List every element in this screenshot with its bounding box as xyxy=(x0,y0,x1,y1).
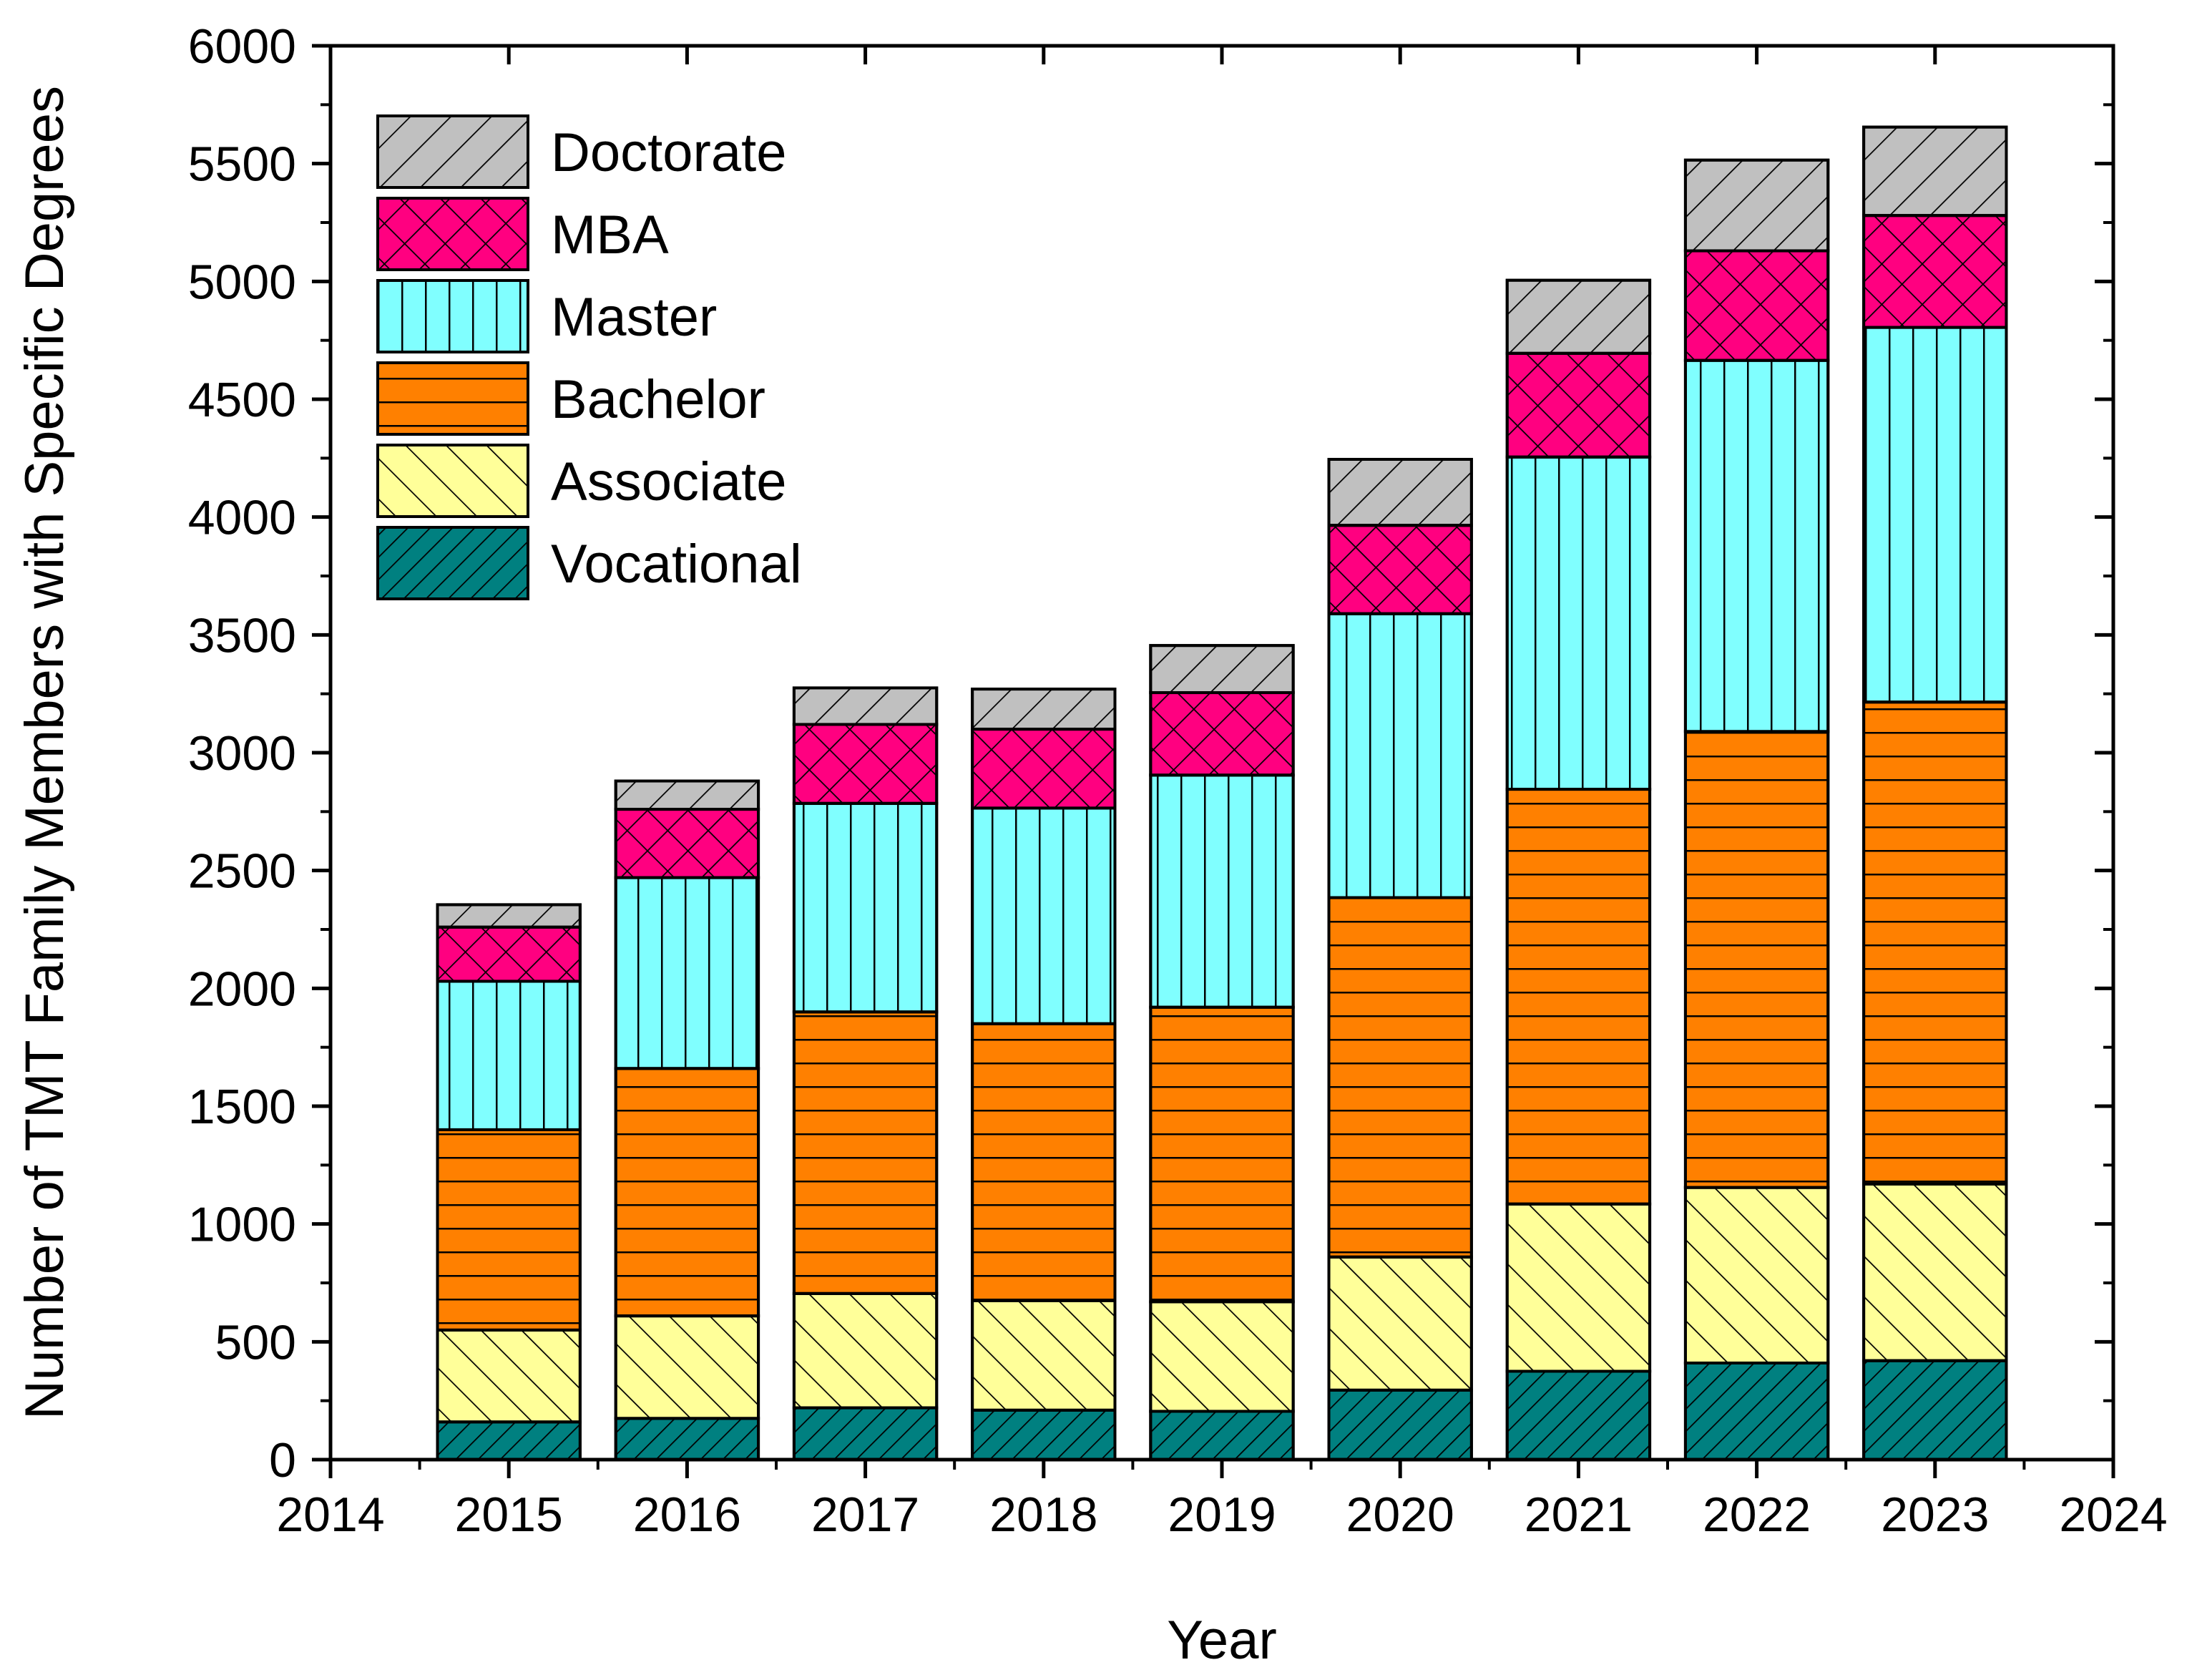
bar-hatch-associate-2021 xyxy=(1505,1202,1652,1373)
x-tick-label-2023: 2023 xyxy=(1881,1488,1989,1542)
y-tick-label-1000: 1000 xyxy=(188,1198,296,1252)
bar-hatch-vocational-2021 xyxy=(1505,1369,1652,1461)
x-tick-label-2022: 2022 xyxy=(1703,1488,1811,1542)
legend-label-vocational: Vocational xyxy=(551,534,802,595)
legend-swatch-hatch-bachelor xyxy=(376,361,529,436)
bar-hatch-associate-2020 xyxy=(1327,1255,1473,1392)
bar-hatch-associate-2016 xyxy=(614,1314,760,1420)
legend-label-associate: Associate xyxy=(551,451,787,512)
y-tick-label-0: 0 xyxy=(269,1433,296,1488)
bar-hatch-master-2015 xyxy=(436,980,582,1131)
bar-hatch-bachelor-2023 xyxy=(1862,700,2008,1186)
bar-hatch-master-2020 xyxy=(1327,612,1473,899)
bars-layer xyxy=(436,125,2008,1462)
bar-hatch-master-2023 xyxy=(1862,326,2008,704)
bar-hatch-vocational-2015 xyxy=(436,1420,582,1461)
y-tick-label-3500: 3500 xyxy=(188,608,296,663)
bar-hatch-doctorate-2020 xyxy=(1327,457,1473,527)
bar-hatch-bachelor-2019 xyxy=(1149,1005,1295,1304)
legend-label-mba: MBA xyxy=(551,205,669,265)
y-tick-label-500: 500 xyxy=(215,1315,296,1369)
bar-hatch-master-2018 xyxy=(971,806,1117,1025)
x-tick-label-2024: 2024 xyxy=(2059,1488,2167,1542)
y-tick-label-5000: 5000 xyxy=(188,255,296,309)
legend-swatch-hatch-mba xyxy=(376,197,529,271)
y-tick-label-3000: 3000 xyxy=(188,726,296,781)
bar-hatch-mba-2023 xyxy=(1862,214,2008,329)
y-tick-label-6000: 6000 xyxy=(188,19,296,74)
bar-hatch-doctorate-2017 xyxy=(792,686,939,726)
bar-hatch-vocational-2019 xyxy=(1149,1410,1295,1462)
bar-hatch-doctorate-2015 xyxy=(436,903,582,929)
bar-hatch-vocational-2023 xyxy=(1862,1359,2008,1462)
bar-hatch-mba-2017 xyxy=(792,723,939,805)
y-tick-label-2000: 2000 xyxy=(188,962,296,1016)
bar-hatch-doctorate-2023 xyxy=(1862,125,2008,218)
bar-hatch-mba-2019 xyxy=(1149,691,1295,777)
bar-hatch-doctorate-2016 xyxy=(614,779,760,811)
x-tick-label-2018: 2018 xyxy=(989,1488,1097,1542)
bar-hatch-bachelor-2016 xyxy=(614,1067,760,1318)
bar-hatch-bachelor-2020 xyxy=(1327,896,1473,1259)
y-tick-label-4500: 4500 xyxy=(188,373,296,427)
x-axis-title: Year xyxy=(1167,1610,1277,1671)
bar-hatch-doctorate-2018 xyxy=(971,688,1117,731)
bar-hatch-vocational-2017 xyxy=(792,1406,939,1461)
bar-hatch-doctorate-2021 xyxy=(1505,278,1652,355)
y-tick-label-5500: 5500 xyxy=(188,137,296,192)
bar-hatch-associate-2023 xyxy=(1862,1182,2008,1362)
x-tick-label-2017: 2017 xyxy=(811,1488,919,1542)
y-tick-label-2500: 2500 xyxy=(188,844,296,899)
bar-hatch-doctorate-2019 xyxy=(1149,644,1295,695)
bar-hatch-mba-2022 xyxy=(1683,249,1830,362)
bar-hatch-vocational-2018 xyxy=(971,1408,1117,1461)
legend-label-bachelor: Bachelor xyxy=(551,369,765,430)
bar-hatch-bachelor-2015 xyxy=(436,1128,582,1332)
legend-swatch-hatch-associate xyxy=(376,444,529,518)
x-tick-label-2020: 2020 xyxy=(1346,1488,1454,1542)
bar-hatch-associate-2015 xyxy=(436,1328,582,1424)
bar-hatch-bachelor-2022 xyxy=(1683,730,1830,1189)
y-tick-label-4000: 4000 xyxy=(188,491,296,545)
bar-hatch-bachelor-2021 xyxy=(1505,788,1652,1206)
bar-hatch-associate-2018 xyxy=(971,1299,1117,1412)
bar-hatch-bachelor-2017 xyxy=(792,1010,939,1295)
bar-hatch-master-2016 xyxy=(614,876,760,1070)
bar-hatch-vocational-2022 xyxy=(1683,1361,1830,1462)
x-tick-label-2021: 2021 xyxy=(1525,1488,1633,1542)
bar-hatch-mba-2018 xyxy=(971,728,1117,810)
bar-hatch-master-2021 xyxy=(1505,455,1652,791)
y-tick-label-1500: 1500 xyxy=(188,1080,296,1134)
bar-hatch-master-2019 xyxy=(1149,773,1295,1009)
bar-hatch-bachelor-2018 xyxy=(971,1022,1117,1302)
legend-swatch-hatch-vocational xyxy=(376,526,529,600)
bar-hatch-doctorate-2022 xyxy=(1683,158,1830,253)
x-tick-label-2014: 2014 xyxy=(276,1488,384,1542)
x-tick-label-2015: 2015 xyxy=(455,1488,563,1542)
legend-swatch-hatch-master xyxy=(376,279,529,353)
bar-hatch-associate-2022 xyxy=(1683,1186,1830,1364)
bar-hatch-mba-2021 xyxy=(1505,351,1652,459)
legend: Doctorate MBA Master Bachelor Associate Vocat… xyxy=(376,114,802,600)
legend-label-doctorate: Doctorate xyxy=(551,122,787,183)
x-tick-label-2019: 2019 xyxy=(1168,1488,1276,1542)
bar-hatch-vocational-2020 xyxy=(1327,1388,1473,1462)
bar-hatch-vocational-2016 xyxy=(614,1417,760,1462)
x-tick-label-2016: 2016 xyxy=(633,1488,741,1542)
bar-hatch-mba-2015 xyxy=(436,925,582,983)
bar-hatch-associate-2019 xyxy=(1149,1300,1295,1413)
bar-hatch-mba-2020 xyxy=(1327,524,1473,615)
bar-hatch-associate-2017 xyxy=(792,1291,939,1410)
bar-hatch-master-2022 xyxy=(1683,358,1830,733)
legend-swatch-hatch-doctorate xyxy=(376,114,529,189)
bar-hatch-mba-2016 xyxy=(614,808,760,879)
legend-label-master: Master xyxy=(551,287,717,348)
bar-hatch-master-2017 xyxy=(792,801,939,1014)
y-axis-title: Number of TMT Family Members with Specif… xyxy=(14,86,75,1420)
axes-layer: 2014 2015 2016 2017 2018 2019 2020 2021 2022 2023… xyxy=(188,19,2168,1542)
